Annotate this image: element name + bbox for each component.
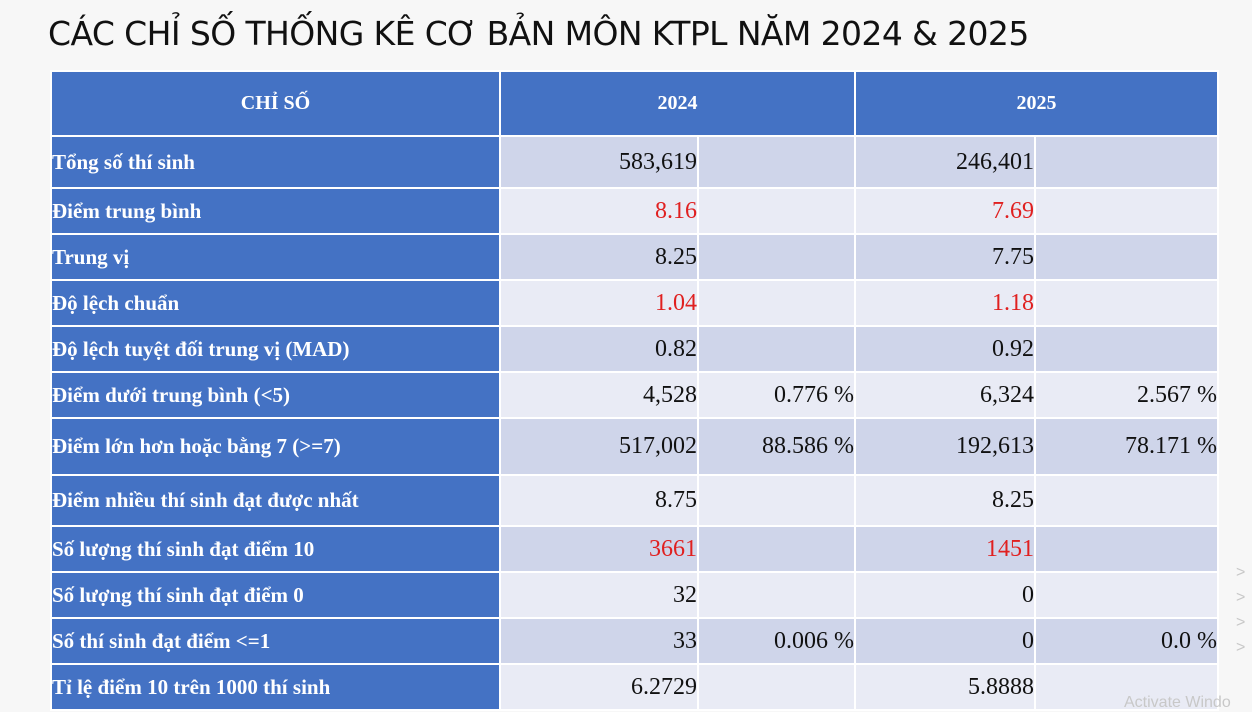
table-row: Điểm lớn hơn hoặc bằng 7 (>=7) 517,002 88.… (50, 417, 1219, 476)
table-row: Số lượng thí sinh đạt điểm 0 32 0 (50, 571, 1219, 619)
percent-2024 (697, 233, 856, 281)
header-metric: CHỈ SỐ (50, 70, 501, 137)
row-label: Điểm lớn hơn hoặc bằng 7 (>=7) (50, 417, 501, 476)
watermark-marks: > > > > (1236, 560, 1245, 660)
percent-2024 (697, 571, 856, 619)
percent-2024 (697, 279, 856, 327)
value-2025: 1451 (854, 525, 1036, 573)
table-row: Điểm trung bình 8.16 7.69 (50, 187, 1219, 235)
value-2024: 1.04 (499, 279, 699, 327)
value-2025: 7.69 (854, 187, 1036, 235)
watermark-mark: > (1236, 614, 1246, 631)
value-2024: 33 (499, 617, 699, 665)
percent-2025 (1034, 187, 1219, 235)
value-2025: 8.25 (854, 474, 1036, 527)
value-2025: 192,613 (854, 417, 1036, 476)
table-row: Độ lệch chuẩn 1.04 1.18 (50, 279, 1219, 327)
percent-2025 (1034, 233, 1219, 281)
table-row: Điểm nhiều thí sinh đạt được nhất 8.75 8.2… (50, 474, 1219, 527)
row-label: Tỉ lệ điểm 10 trên 1000 thí sinh (50, 663, 501, 711)
row-label: Số lượng thí sinh đạt điểm 10 (50, 525, 501, 573)
table-row: Tổng số thí sinh 583,619 246,401 (50, 135, 1219, 189)
percent-2024: 0.006 % (697, 617, 856, 665)
statistics-table: CHỈ SỐ 2024 2025 Tổng số thí sinh 583,619… (50, 70, 1219, 711)
table-row: Tỉ lệ điểm 10 trên 1000 thí sinh 6.2729 5.… (50, 663, 1219, 711)
value-2024: 6.2729 (499, 663, 699, 711)
page-title: CÁC CHỈ SỐ THỐNG KÊ CƠ BẢN MÔN KTPL NĂM … (48, 14, 1029, 53)
value-2025: 5.8888 (854, 663, 1036, 711)
table-row: Số lượng thí sinh đạt điểm 10 3661 1451 (50, 525, 1219, 573)
row-label: Độ lệch chuẩn (50, 279, 501, 327)
value-2024: 517,002 (499, 417, 699, 476)
value-2024: 3661 (499, 525, 699, 573)
value-2024: 583,619 (499, 135, 699, 189)
table-row: Độ lệch tuyệt đối trung vị (MAD) 0.82 0.92 (50, 325, 1219, 373)
percent-2024: 0.776 % (697, 371, 856, 419)
percent-2025: 2.567 % (1034, 371, 1219, 419)
row-label: Điểm dưới trung bình (<5) (50, 371, 501, 419)
percent-2024 (697, 474, 856, 527)
row-label: Tổng số thí sinh (50, 135, 501, 189)
table-row: Điểm dưới trung bình (<5) 4,528 0.776 % 6,3… (50, 371, 1219, 419)
value-2024: 8.16 (499, 187, 699, 235)
header-row: CHỈ SỐ 2024 2025 (50, 70, 1219, 137)
percent-2024: 88.586 % (697, 417, 856, 476)
row-label: Số thí sinh đạt điểm <=1 (50, 617, 501, 665)
percent-2025 (1034, 525, 1219, 573)
row-label: Điểm nhiều thí sinh đạt được nhất (50, 474, 501, 527)
percent-2025 (1034, 571, 1219, 619)
value-2025: 0 (854, 617, 1036, 665)
row-label: Số lượng thí sinh đạt điểm 0 (50, 571, 501, 619)
watermark-mark: > (1236, 639, 1246, 656)
value-2025: 246,401 (854, 135, 1036, 189)
percent-2025 (1034, 663, 1219, 711)
percent-2025: 78.171 % (1034, 417, 1219, 476)
percent-2024 (697, 135, 856, 189)
value-2024: 32 (499, 571, 699, 619)
table-row: Số thí sinh đạt điểm <=1 33 0.006 % 0 0.0 % (50, 617, 1219, 665)
value-2025: 0 (854, 571, 1036, 619)
watermark-mark: > (1236, 589, 1246, 606)
value-2025: 6,324 (854, 371, 1036, 419)
percent-2024 (697, 525, 856, 573)
header-2024: 2024 (499, 70, 856, 137)
value-2024: 8.75 (499, 474, 699, 527)
row-label: Trung vị (50, 233, 501, 281)
percent-2024 (697, 663, 856, 711)
percent-2025 (1034, 135, 1219, 189)
row-label: Điểm trung bình (50, 187, 501, 235)
value-2025: 7.75 (854, 233, 1036, 281)
header-2025: 2025 (854, 70, 1219, 137)
value-2024: 4,528 (499, 371, 699, 419)
watermark-mark: > (1236, 564, 1246, 581)
percent-2024 (697, 187, 856, 235)
percent-2025 (1034, 279, 1219, 327)
row-label: Độ lệch tuyệt đối trung vị (MAD) (50, 325, 501, 373)
percent-2025: 0.0 % (1034, 617, 1219, 665)
table-row: Trung vị 8.25 7.75 (50, 233, 1219, 281)
value-2024: 8.25 (499, 233, 699, 281)
value-2024: 0.82 (499, 325, 699, 373)
percent-2025 (1034, 325, 1219, 373)
value-2025: 1.18 (854, 279, 1036, 327)
value-2025: 0.92 (854, 325, 1036, 373)
percent-2025 (1034, 474, 1219, 527)
activate-windows-watermark: Activate Windo (1124, 694, 1231, 711)
percent-2024 (697, 325, 856, 373)
